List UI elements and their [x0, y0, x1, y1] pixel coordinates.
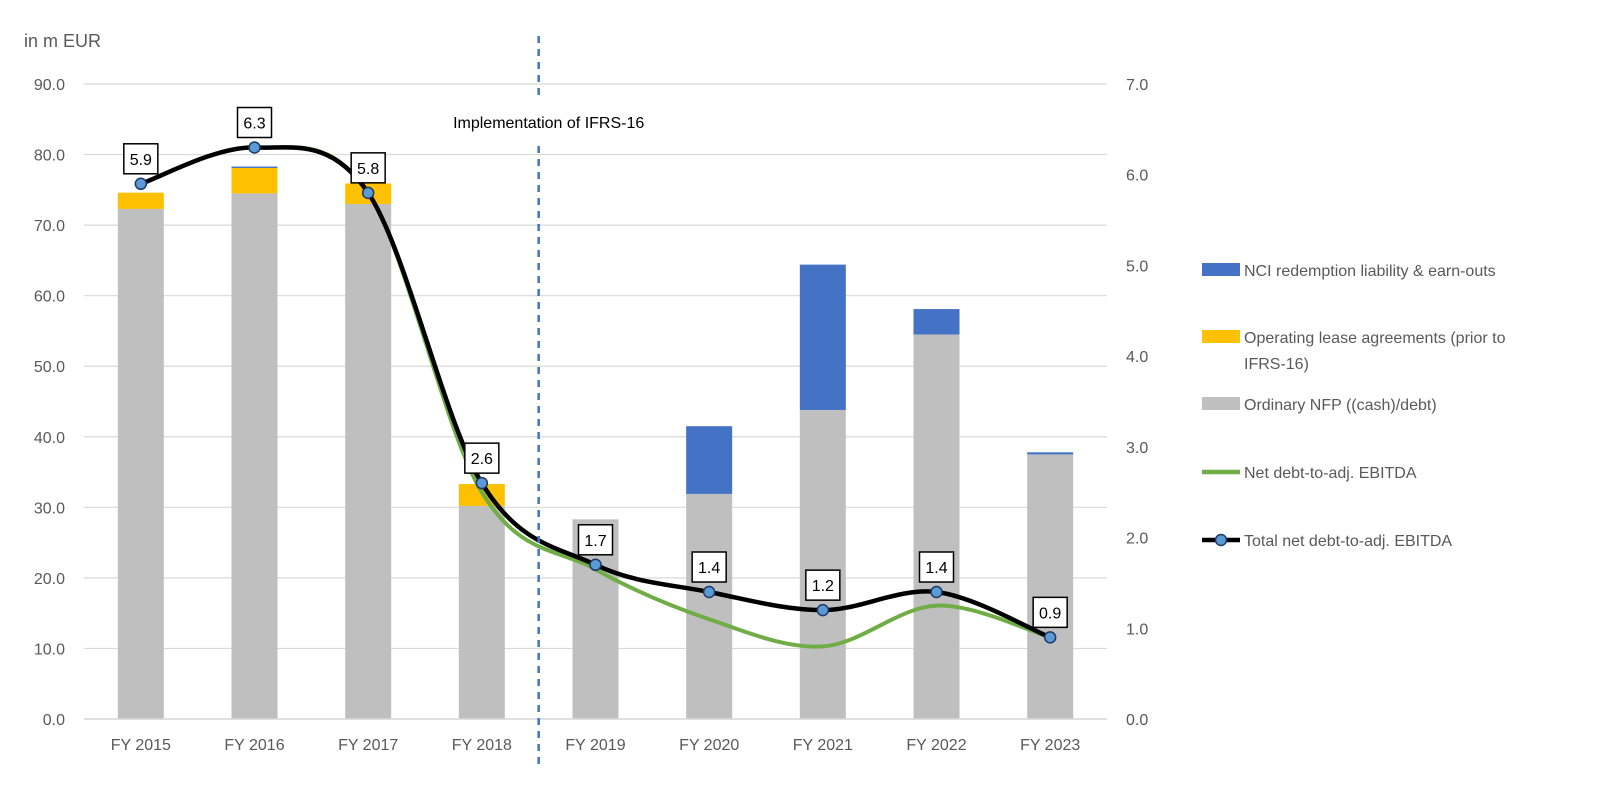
bar-ordinary-nfp-cash-debt-fy-2023	[1027, 454, 1074, 719]
data-label: 5.9	[130, 152, 152, 169]
x-tick-label: FY 2022	[906, 737, 966, 754]
y-right-tick-label: 1.0	[1126, 621, 1148, 638]
line-marker-fy-2016	[248, 141, 261, 154]
x-tick-label: FY 2018	[452, 737, 512, 754]
data-label-box	[1032, 596, 1068, 629]
x-tick-label: FY 2020	[679, 737, 739, 754]
y-right-tick-label: 5.0	[1126, 258, 1148, 275]
lines	[134, 141, 1057, 649]
ifrs16-annotation-text: Implementation of IFRS-16	[453, 115, 644, 132]
data-label-box	[464, 442, 500, 474]
line-marker-fy-2018	[475, 476, 489, 490]
data-label-box	[691, 551, 727, 583]
y-right-tick-label: 6.0	[1126, 168, 1148, 185]
line-marker-fy-2023	[1043, 631, 1057, 644]
x-tick-label: FY 2015	[111, 737, 171, 754]
data-label: 2.6	[471, 451, 493, 468]
bar-ordinary-nfp-cash-debt-fy-2018	[458, 505, 505, 719]
y-left-tick-label: 0.0	[43, 712, 65, 729]
legend-item-net-debt-to-adj-ebitda: Net debt-to-adj. EBITDA	[1202, 465, 1417, 482]
x-tick-label: FY 2023	[1020, 737, 1080, 754]
bar-ordinary-nfp-cash-debt-fy-2016	[231, 193, 278, 720]
legend-item-operating-lease-agreements-pri: Operating lease agreements (prior to IFRS…	[1202, 330, 1506, 373]
legend: NCI redemption liability & earn-outs Oper…	[1202, 263, 1506, 550]
data-label: 1.4	[698, 560, 720, 577]
bar-ordinary-nfp-cash-debt-fy-2015	[117, 208, 164, 719]
y-right-tick-label: 2.0	[1126, 531, 1148, 548]
data-label-box	[805, 569, 841, 601]
y-left-tick-label: 70.0	[34, 218, 65, 235]
bar-ordinary-nfp-cash-debt-fy-2021	[799, 409, 846, 719]
data-labels: 5.9 6.3 5.8 2.6 1.7 1.4 1.2 1.4 0.9	[123, 106, 1068, 629]
legend-label: NCI redemption liability & earn-outs	[1244, 263, 1496, 280]
line-marker-fy-2019	[589, 558, 602, 572]
data-label: 6.3	[243, 116, 265, 133]
data-label: 5.8	[357, 161, 379, 178]
legend-item-ordinary-nfp-cash-debt: Ordinary NFP ((cash)/debt)	[1202, 397, 1437, 414]
x-tick-label: FY 2019	[565, 737, 625, 754]
bar-operating-lease-agreemen-fy-2016	[231, 167, 278, 194]
y-right-tick-label: 0.0	[1126, 712, 1148, 729]
data-label-box	[577, 524, 614, 556]
axes: 0.0 10.0 20.0 30.0 40.0 50.0 60.0 70.0 80.0 90.0 0…	[34, 77, 1148, 754]
data-label-box	[236, 106, 273, 139]
legend-label: Net debt-to-adj. EBITDA	[1244, 465, 1417, 482]
line-marker-fy-2015	[134, 177, 148, 191]
line-marker-fy-2022	[930, 585, 943, 599]
legend-swatch	[1202, 263, 1240, 276]
bars	[117, 166, 1074, 720]
x-tick-label: FY 2021	[793, 737, 853, 754]
line-marker-fy-2017	[361, 186, 375, 200]
legend-item-total-net-debt-to-adj-ebitda: Total net debt-to-adj. EBITDA	[1202, 533, 1452, 550]
bar-operating-lease-agreemen-fy-2015	[117, 192, 164, 209]
y-left-tick-label: 10.0	[34, 641, 65, 658]
y-right-tick-label: 7.0	[1126, 77, 1148, 94]
legend-swatch	[1202, 330, 1240, 343]
y-left-tick-label: 90.0	[34, 77, 65, 94]
line-marker-fy-2021	[816, 603, 830, 617]
y-left-tick-label: 20.0	[34, 571, 65, 588]
series-line-total-net-debt-to-adj-ebitda	[138, 145, 1053, 640]
ifrs16-annotation: Implementation of IFRS-16	[453, 36, 644, 768]
data-label: 1.7	[584, 533, 606, 550]
y-right-tick-label: 3.0	[1126, 440, 1148, 457]
x-tick-label: FY 2016	[224, 737, 284, 754]
x-tick-label: FY 2017	[338, 737, 398, 754]
y-left-tick-label: 30.0	[34, 500, 65, 517]
legend-label: Operating lease agreements (prior to IFRS…	[1244, 330, 1506, 373]
legend-label: Total net debt-to-adj. EBITDA	[1244, 533, 1452, 550]
legend-item-nci-redemption-liability-earn-: NCI redemption liability & earn-outs	[1202, 263, 1496, 280]
bar-nci-redemption-liability-fy-2016	[231, 166, 278, 168]
bar-ordinary-nfp-cash-debt-fy-2022	[913, 334, 960, 719]
unit-label: in m EUR	[24, 31, 101, 51]
data-label-box	[350, 152, 386, 184]
data-label-box	[918, 551, 955, 583]
y-left-tick-label: 40.0	[34, 430, 65, 447]
legend-swatch	[1202, 397, 1240, 410]
legend-label: Ordinary NFP ((cash)/debt)	[1244, 397, 1437, 414]
bar-nci-redemption-liability-fy-2021	[799, 264, 846, 410]
data-label: 1.2	[812, 578, 834, 595]
data-label-box	[123, 143, 159, 175]
legend-marker	[1214, 533, 1228, 547]
data-label: 1.4	[925, 560, 947, 577]
bar-ordinary-nfp-cash-debt-fy-2017	[345, 203, 392, 719]
y-left-tick-label: 60.0	[34, 289, 65, 306]
y-left-tick-label: 80.0	[34, 148, 65, 165]
y-right-tick-label: 4.0	[1126, 349, 1148, 366]
bar-nci-redemption-liability-fy-2020	[686, 426, 733, 494]
bar-ordinary-nfp-cash-debt-fy-2020	[686, 493, 733, 719]
y-left-tick-label: 50.0	[34, 359, 65, 376]
data-label: 0.9	[1039, 605, 1061, 622]
bar-nci-redemption-liability-fy-2023	[1027, 452, 1074, 455]
line-marker-fy-2020	[702, 585, 716, 599]
bar-nci-redemption-liability-fy-2022	[913, 309, 960, 335]
